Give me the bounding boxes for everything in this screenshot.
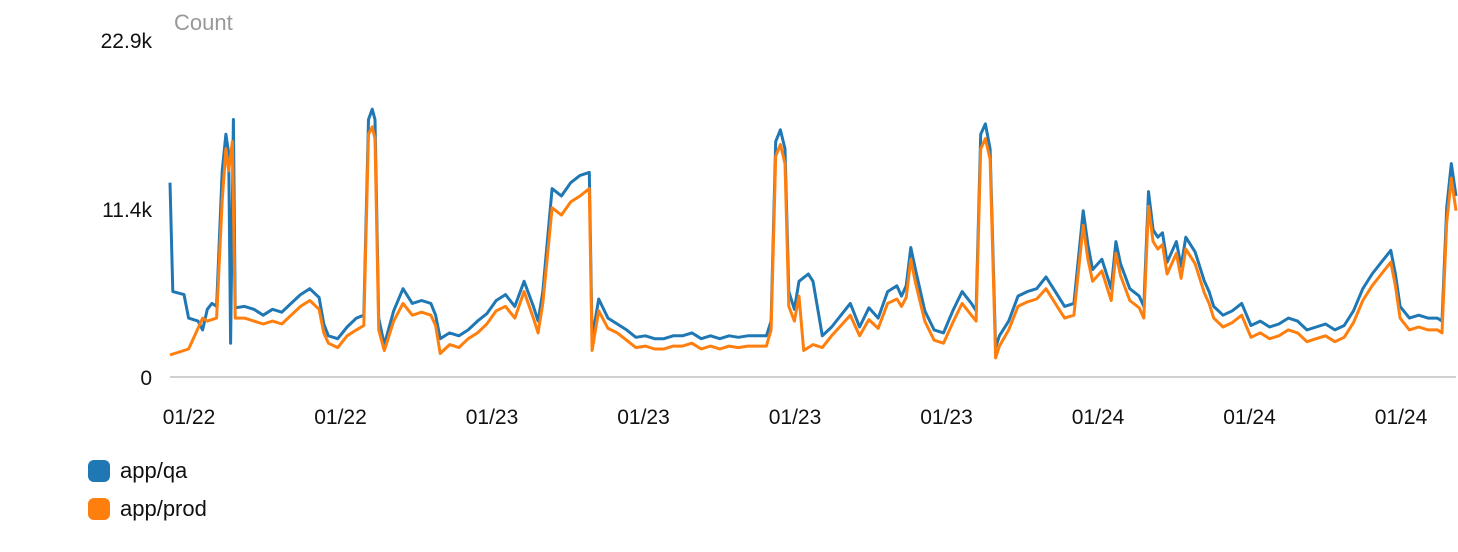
x-tick-label: 01/24 [1375, 406, 1428, 429]
x-tick-label: 01/22 [163, 406, 216, 429]
x-tick-label: 01/23 [769, 406, 822, 429]
x-tick-label: 01/23 [617, 406, 670, 429]
y-axis-label: Count [174, 10, 233, 35]
x-tick-label: 01/23 [920, 406, 973, 429]
x-tick-label: 01/24 [1072, 406, 1125, 429]
series-line-app-prod [169, 125, 1458, 360]
x-ticks: 01/22 01/22 01/23 01/23 01/23 01/23 01/24 01/24… [163, 406, 1428, 429]
legend-swatch-qa [88, 460, 110, 482]
x-tick-label: 01/24 [1223, 406, 1276, 429]
y-ticks: 0 11.4k 22.9k [101, 30, 153, 390]
series-layer [168, 107, 1458, 360]
x-tick-label: 01/23 [466, 406, 519, 429]
legend-item-qa[interactable]: app/qa [88, 452, 207, 490]
x-tick-label: 01/22 [314, 406, 367, 429]
legend-item-prod[interactable]: app/prod [88, 490, 207, 528]
y-tick-label: 11.4k [102, 199, 152, 222]
series-line-app-qa [168, 107, 1458, 350]
y-tick-label: 0 [140, 367, 152, 390]
legend-swatch-prod [88, 498, 110, 520]
legend-label-qa: app/qa [120, 458, 188, 483]
legend: app/qa app/prod [88, 452, 207, 528]
legend-label-prod: app/prod [120, 496, 207, 521]
y-tick-label: 22.9k [101, 30, 153, 53]
